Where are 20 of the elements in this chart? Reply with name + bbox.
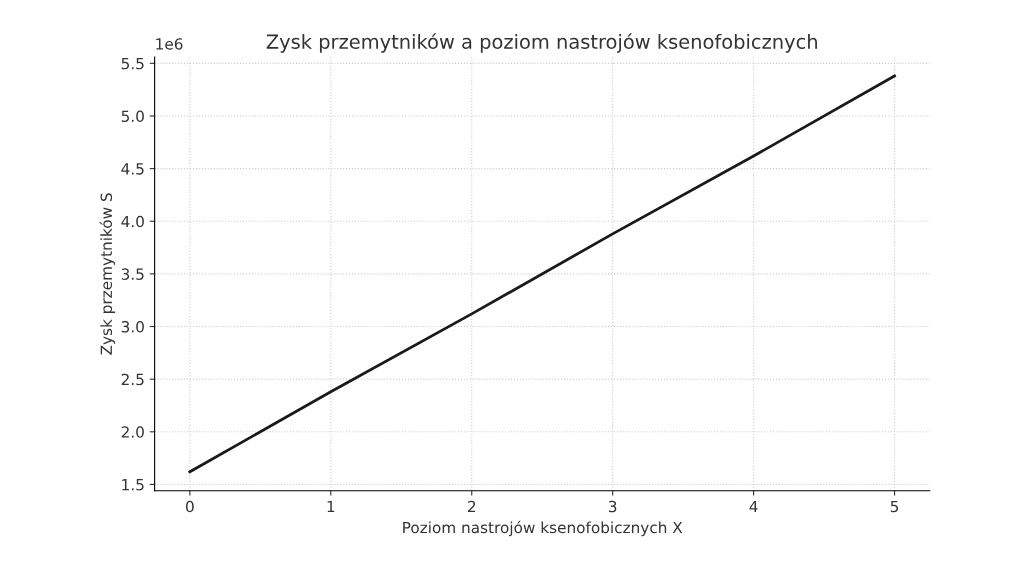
x-tick-label: 2: [468, 500, 476, 513]
x-tick-label: 4: [749, 500, 758, 513]
line-series: [188, 74, 896, 474]
y-tick-label: 4.0: [121, 215, 144, 228]
y-tick-label: 3.0: [121, 320, 144, 333]
text: 1e6: [156, 38, 183, 50]
y-tick-label: 5.0: [121, 110, 144, 122]
x-tick-label: 1: [327, 500, 335, 513]
y-tick-label: 5.5: [121, 58, 144, 70]
y-tick-label: 2.0: [121, 426, 144, 438]
y-tick-label: 1.5: [122, 479, 144, 491]
y-tick-label: 3.5: [121, 268, 144, 280]
y-axis-title: Zysk przemytników S: [99, 193, 116, 355]
chart-title: Zysk przemytników a poziom nastrojów ksenofobicznych: [266, 33, 817, 53]
x-axis-title: Poziom nastrojów ksenofobicznych X: [403, 520, 683, 537]
y-tick-label: 4.5: [121, 163, 144, 175]
x-tick-label: 3: [608, 500, 617, 513]
x-tick-label: 0: [186, 500, 194, 513]
y-tick-label: 2.5: [121, 373, 144, 386]
x-tick-label: 5: [890, 500, 899, 513]
